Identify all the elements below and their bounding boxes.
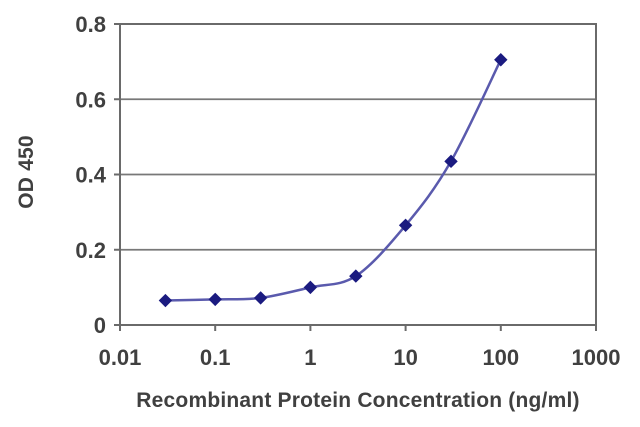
- data-point-marker: [349, 269, 363, 283]
- gridlines: [120, 98, 596, 251]
- x-tick-label: 1: [304, 345, 316, 370]
- x-tick-labels: 0.01 0.1 1 10 100 1000: [99, 345, 621, 370]
- x-tick-label: 1000: [572, 345, 621, 370]
- axis-ticks: [114, 23, 597, 331]
- data-point-marker: [303, 280, 318, 295]
- series-line: [164, 58, 503, 302]
- y-tick-labels: 0 0.2 0.4 0.6 0.8: [75, 12, 106, 338]
- y-axis-title: OD 450: [15, 135, 38, 209]
- y-tick-label: 0: [94, 313, 106, 338]
- x-tick-label: 100: [482, 345, 519, 370]
- data-point-marker: [494, 53, 508, 67]
- data-point-marker: [253, 291, 268, 305]
- data-point-marker: [444, 154, 458, 169]
- data-point-marker: [158, 293, 173, 308]
- y-tick-label: 0.8: [75, 12, 106, 37]
- y-tick-label: 0.2: [75, 238, 106, 263]
- x-axis-title: Recombinant Protein Concentration (ng/ml…: [136, 389, 579, 412]
- data-series: [158, 53, 508, 308]
- x-tick-label: 0.01: [99, 345, 142, 370]
- x-tick-label: 0.1: [200, 345, 231, 370]
- data-point-marker: [208, 292, 222, 307]
- data-point-marker: [398, 218, 413, 233]
- y-tick-label: 0.6: [75, 87, 106, 112]
- y-tick-label: 0.4: [75, 163, 106, 188]
- x-tick-label: 10: [393, 345, 417, 370]
